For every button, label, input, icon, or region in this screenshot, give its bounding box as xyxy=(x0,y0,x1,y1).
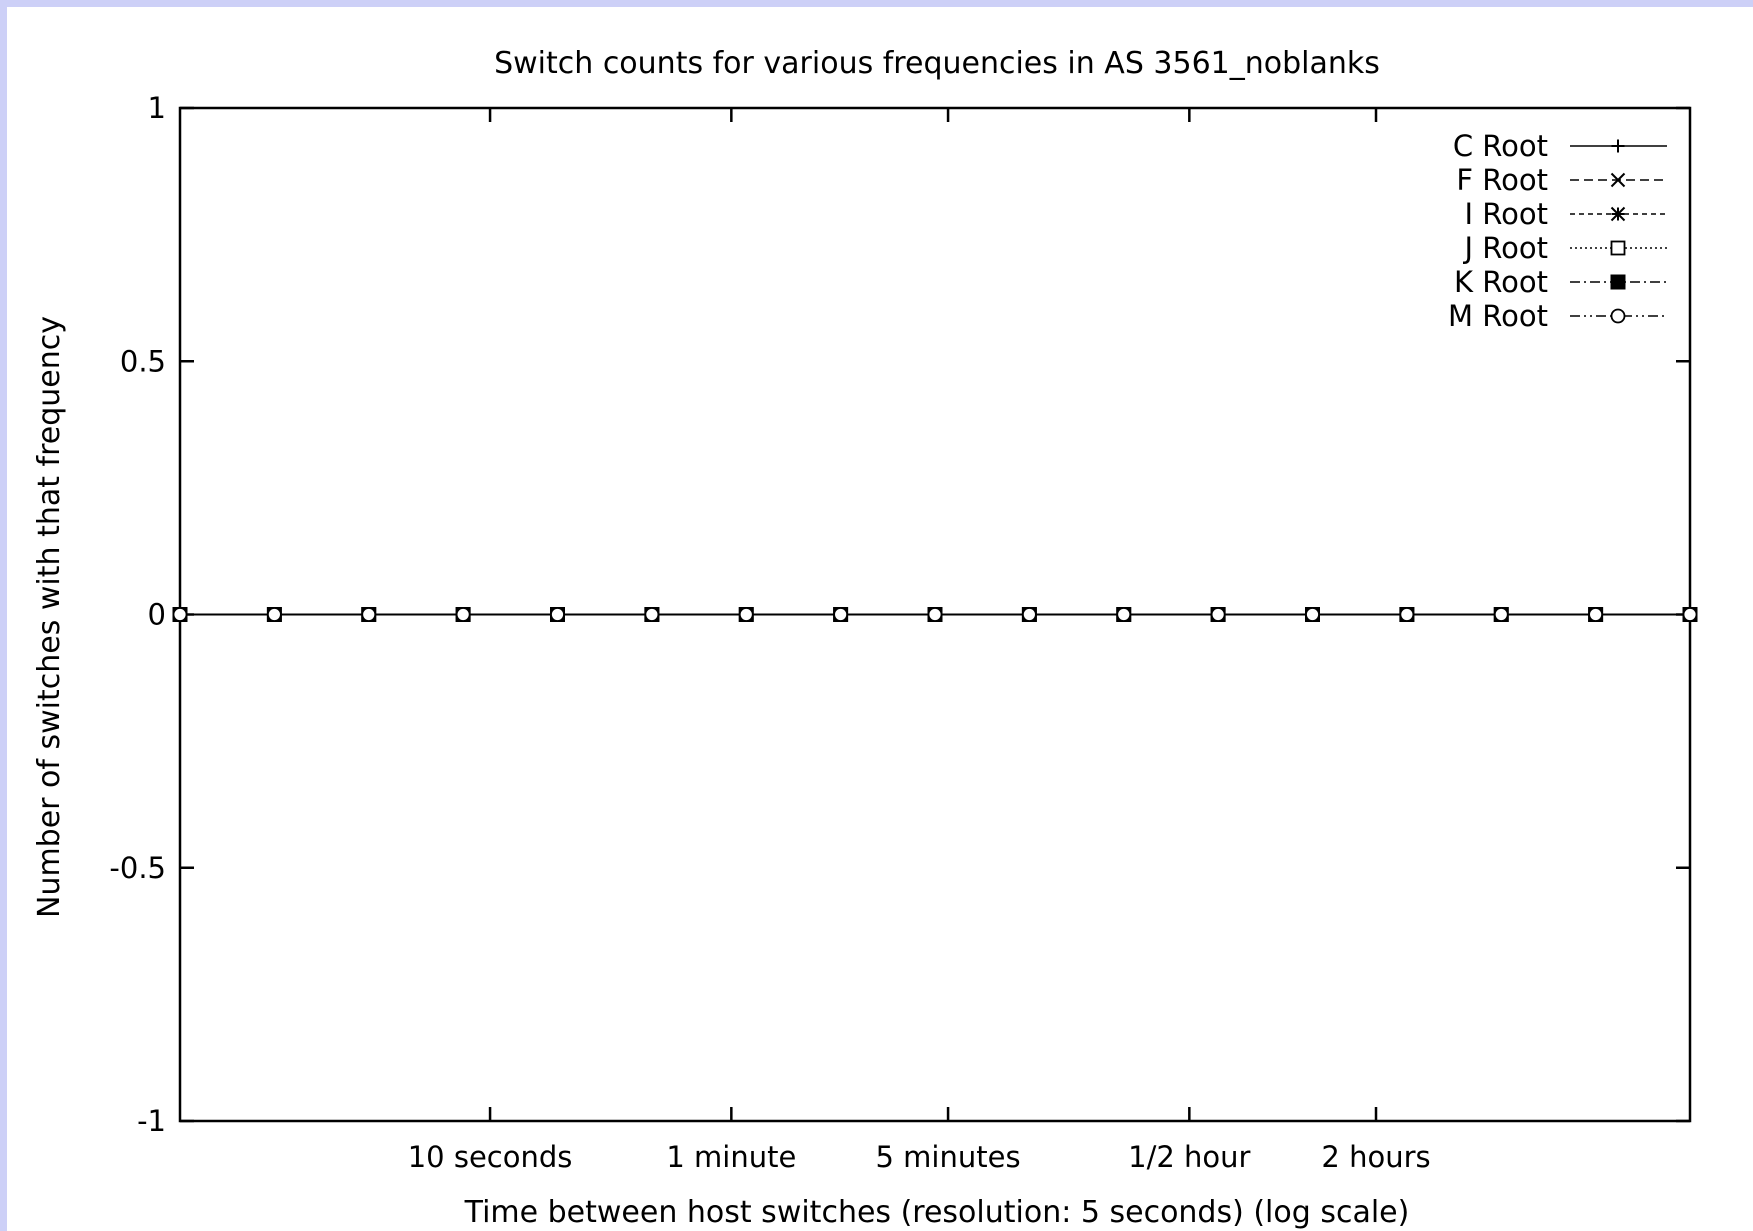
series-lines xyxy=(172,607,1698,622)
data-point xyxy=(1305,607,1320,622)
y-tick-label: -1 xyxy=(137,1104,166,1138)
x-tick-label: 1 minute xyxy=(666,1140,796,1174)
data-point xyxy=(172,607,188,622)
y-tick-label: -0.5 xyxy=(109,851,166,885)
x-tick-label: 10 seconds xyxy=(408,1140,573,1174)
x-tick-label: 5 minutes xyxy=(876,1140,1021,1174)
data-point xyxy=(266,607,282,622)
data-point xyxy=(361,607,377,622)
x-tick-label: 1/2 hour xyxy=(1128,1140,1250,1174)
axes: 1 0.5 0 -0.5 -1 10 seconds 1 minute 5 minutes 1/… xyxy=(109,91,1692,1174)
chart-frame: Switch counts for various frequencies in… xyxy=(7,7,1753,1231)
x-axis-label: Time between host switches (resolution: … xyxy=(464,1195,1410,1230)
data-point xyxy=(550,607,565,622)
y-tick-label: 0 xyxy=(148,598,166,632)
data-point xyxy=(1021,607,1037,622)
legend-marker xyxy=(1610,206,1626,222)
legend-item: M Root xyxy=(1448,299,1667,333)
chart-title: Switch counts for various frequencies in… xyxy=(494,46,1380,81)
y-tick-label: 1 xyxy=(148,91,166,125)
data-point xyxy=(1399,607,1415,622)
data-point xyxy=(927,607,943,622)
legend-label: K Root xyxy=(1454,265,1548,299)
series-m-root xyxy=(172,607,1698,622)
legend-marker xyxy=(1610,274,1626,290)
legend-label: J Root xyxy=(1463,231,1548,265)
data-point xyxy=(833,607,849,622)
legend-label: F Root xyxy=(1456,163,1548,197)
data-point xyxy=(1493,607,1509,622)
data-point xyxy=(1210,607,1226,622)
legend-label: C Root xyxy=(1453,129,1548,163)
legend-item: C Root xyxy=(1453,129,1667,163)
data-point xyxy=(738,607,754,622)
legend-marker xyxy=(1610,308,1626,324)
x-tick-label: 2 hours xyxy=(1321,1140,1430,1174)
y-tick-label: 0.5 xyxy=(120,344,166,378)
legend-marker xyxy=(1610,240,1626,256)
data-point xyxy=(1588,607,1604,622)
legend-marker xyxy=(1610,172,1626,188)
legend-item: K Root xyxy=(1454,265,1667,299)
legend-label: M Root xyxy=(1448,299,1548,333)
y-axis-label: Number of switches with that frequency xyxy=(32,316,67,918)
legend-item: F Root xyxy=(1456,163,1667,197)
chart: Switch counts for various frequencies in… xyxy=(32,46,1698,1230)
legend-label: I Root xyxy=(1465,197,1548,231)
data-point xyxy=(1682,607,1698,622)
legend-item: I Root xyxy=(1465,197,1667,231)
data-point xyxy=(1116,607,1132,622)
data-point xyxy=(644,607,660,622)
data-point xyxy=(455,607,471,622)
legend-marker xyxy=(1611,139,1625,153)
legend-item: J Root xyxy=(1463,231,1667,265)
